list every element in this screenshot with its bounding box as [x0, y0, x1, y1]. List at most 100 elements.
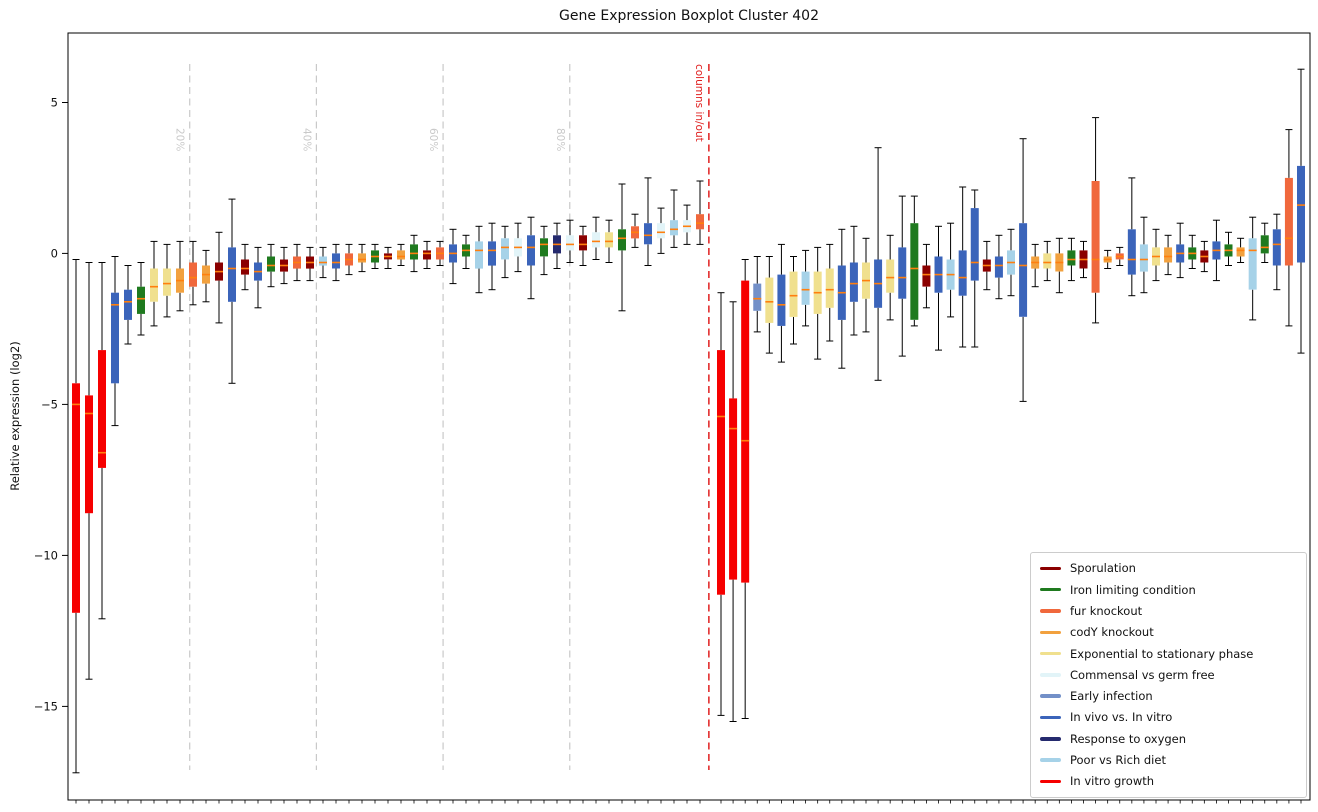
guide-line: 60%	[427, 64, 444, 770]
legend-swatch	[1040, 587, 1061, 592]
boxplot-box	[958, 186, 967, 804]
y-tick-label: −10	[34, 548, 58, 562]
legend-label: In vivo vs. In vitro	[1070, 710, 1173, 725]
boxplot-box	[1043, 240, 1052, 804]
boxplot-box	[163, 243, 171, 804]
boxplot-box	[618, 183, 626, 804]
legend-swatch	[1040, 779, 1061, 784]
legend-item: Iron limiting condition	[1040, 579, 1297, 600]
boxplot-box	[150, 240, 158, 804]
boxplot-box	[801, 249, 810, 804]
legend-item: Exponential to stationary phase	[1040, 643, 1297, 664]
legend-swatch	[1040, 715, 1061, 720]
boxplot-box	[789, 256, 798, 804]
boxplot-box	[765, 256, 774, 804]
boxplot-box	[579, 225, 587, 804]
legend: Sporulation Iron limiting condition fur kn…	[1030, 551, 1307, 798]
boxplot-box	[358, 243, 366, 804]
boxplot-box	[922, 243, 931, 804]
boxplot-box	[1260, 222, 1269, 804]
legend-swatch	[1040, 673, 1061, 677]
boxplot-box	[970, 189, 979, 804]
boxplot-box	[1236, 237, 1245, 804]
boxplot-box	[228, 198, 236, 804]
legend-label: Poor vs Rich diet	[1070, 753, 1166, 768]
legend-item: Sporulation	[1040, 558, 1297, 579]
boxplot-box	[1248, 216, 1257, 804]
guide-line-label: 20%	[174, 128, 186, 151]
boxplot-box	[1164, 234, 1173, 804]
plot-border	[67, 32, 1311, 801]
boxplot-box	[384, 246, 392, 804]
y-tick: −10	[34, 548, 68, 562]
boxplot-box	[670, 189, 678, 804]
boxplot-box	[1019, 138, 1028, 804]
guide-line: 40%	[300, 64, 317, 770]
boxplot-box	[332, 243, 340, 804]
boxplot-box	[566, 219, 574, 804]
boxplot-box	[1224, 231, 1233, 804]
boxplot-box	[345, 243, 353, 804]
boxplot-box	[98, 262, 106, 804]
boxplot-box	[683, 204, 691, 804]
legend-swatch	[1040, 651, 1061, 656]
legend-item: Commensal vs germ free	[1040, 664, 1297, 685]
boxplot-box	[371, 243, 379, 804]
boxplot-box	[176, 240, 184, 804]
boxplot-box	[410, 234, 418, 804]
legend-swatch	[1040, 566, 1061, 571]
boxplot-box	[1103, 249, 1112, 804]
legend-label: Response to oxygen	[1070, 731, 1187, 746]
boxplot-box	[462, 234, 470, 804]
legend-label: Sporulation	[1070, 561, 1136, 576]
y-tick-label: 5	[51, 96, 58, 110]
boxes-in-group	[72, 177, 704, 804]
boxplot-box	[837, 228, 846, 804]
guide-line-label: 80%	[554, 128, 566, 151]
boxplot-box	[514, 222, 522, 804]
boxplot-box	[657, 207, 665, 804]
boxplot-box	[592, 216, 600, 804]
y-tick: −5	[41, 397, 68, 411]
boxplot-box	[741, 259, 750, 804]
boxplot-box	[1031, 243, 1040, 804]
legend-swatch	[1040, 609, 1061, 613]
y-tick-label: −15	[34, 699, 58, 713]
legend-item: Poor vs Rich diet	[1040, 749, 1297, 770]
boxplot-box	[540, 225, 548, 804]
boxplot-box	[280, 246, 288, 804]
boxplot-box	[874, 147, 883, 804]
boxplot-box	[1079, 240, 1088, 804]
boxplot-box	[449, 228, 457, 804]
boxplot-box	[488, 222, 496, 804]
boxplot-box	[825, 243, 834, 804]
boxplot-box	[813, 246, 822, 804]
boxplot-box	[423, 240, 431, 804]
legend-label: fur knockout	[1070, 603, 1143, 618]
legend-swatch	[1040, 758, 1061, 762]
boxplot-box	[501, 225, 509, 804]
legend-label: codY knockout	[1070, 625, 1154, 640]
boxplot-box	[862, 237, 870, 804]
boxplot-box	[729, 301, 738, 804]
chart-title: Gene Expression Boxplot Cluster 402	[558, 8, 819, 24]
boxplot-box	[605, 219, 613, 804]
legend-item: Response to oxygen	[1040, 728, 1297, 749]
boxplot-box	[319, 246, 327, 804]
guide-line: 80%	[554, 64, 571, 770]
boxplot-box	[1115, 246, 1124, 804]
boxplot-box	[1139, 216, 1148, 804]
boxplot-box	[1152, 228, 1160, 804]
boxplot-box	[215, 231, 223, 804]
legend-item: In vitro growth	[1040, 771, 1297, 792]
boxplot-box	[1188, 234, 1197, 804]
legend-swatch	[1040, 630, 1061, 635]
legend-item: fur knockout	[1040, 600, 1297, 621]
boxplot-box	[397, 243, 405, 804]
boxplot-box	[886, 234, 895, 804]
boxplot-box	[124, 265, 132, 804]
guide-lines: 20% 40% 60% 80% columns in/out	[174, 64, 710, 770]
boxplot-box	[1176, 222, 1185, 804]
